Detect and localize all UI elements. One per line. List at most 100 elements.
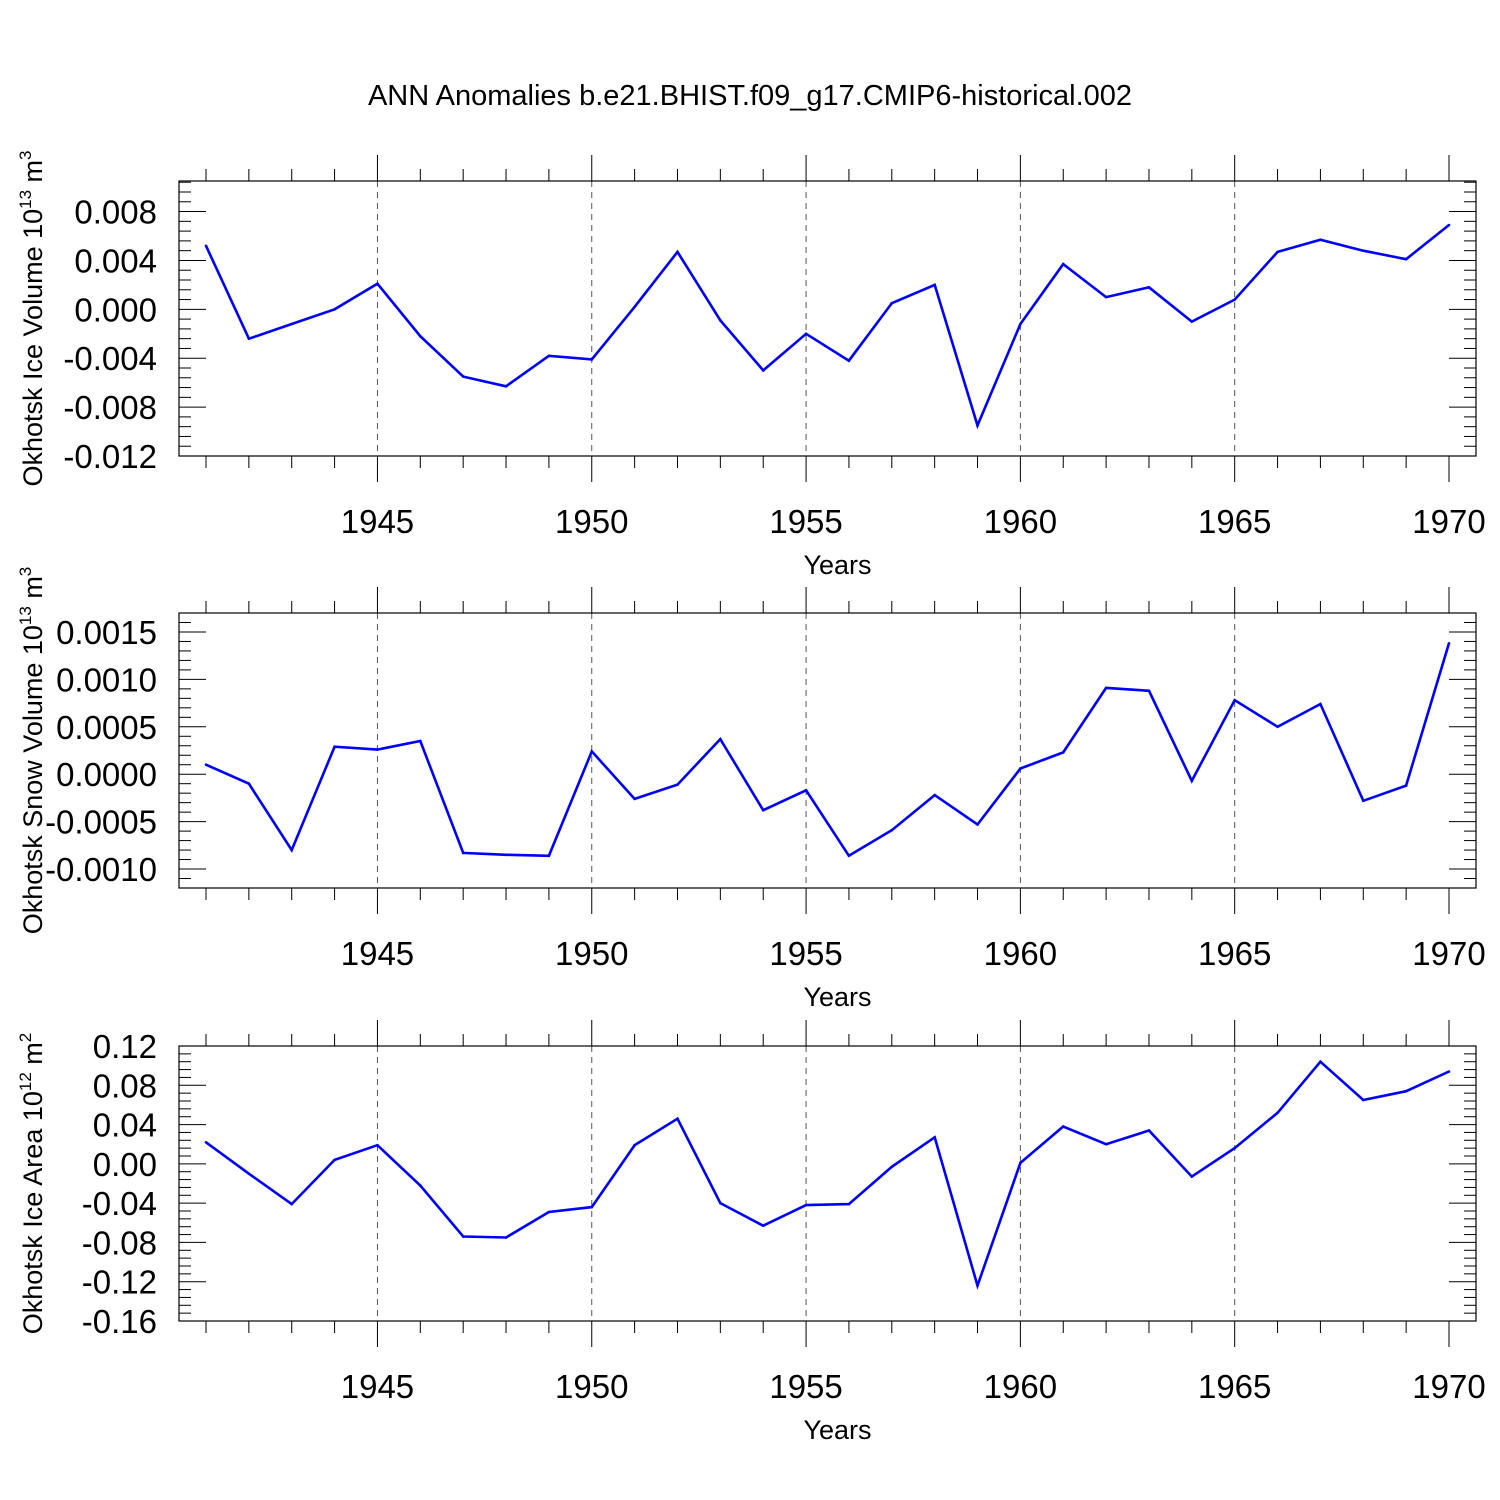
data-point: [1233, 698, 1236, 702]
data-point: [633, 305, 636, 309]
data-point: [1361, 249, 1365, 252]
data-point: [1061, 262, 1065, 266]
data-point: [890, 828, 894, 832]
data-point: [419, 1184, 422, 1187]
data-point: [247, 337, 251, 340]
data-point: [804, 789, 808, 792]
plot-frame: [178, 180, 1477, 457]
y-tick-label: -0.16: [82, 1303, 157, 1340]
y-tick-label: 0.0010: [56, 661, 157, 698]
data-point: [1276, 1111, 1279, 1115]
data-point: [419, 334, 422, 338]
x-tick-label: 1950: [555, 935, 628, 972]
x-tick-label: 1950: [555, 503, 628, 540]
x-tick-label: 1950: [555, 1368, 628, 1405]
data-point: [1447, 223, 1451, 227]
x-axis-label: Years: [803, 1415, 871, 1445]
series-line: [205, 642, 1451, 858]
data-point: [676, 1117, 679, 1120]
data-point: [1019, 322, 1022, 326]
x-tick-label: 1960: [984, 1368, 1057, 1405]
data-point: [461, 851, 465, 855]
data-point: [376, 282, 379, 285]
data-point: [504, 853, 508, 857]
data-point: [204, 1140, 208, 1144]
data-point: [890, 301, 894, 305]
data-point: [461, 1235, 465, 1238]
data-point: [676, 250, 679, 254]
data-point: [290, 1202, 294, 1206]
series-line: [205, 1059, 1450, 1290]
y-tick-label: -0.0010: [45, 851, 157, 888]
data-point: [1019, 1161, 1022, 1165]
data-point: [719, 319, 722, 322]
x-tick-label: 1955: [769, 503, 842, 540]
data-point: [1104, 686, 1108, 690]
y-tick-label: 0.000: [74, 291, 157, 328]
chart-panel-2: 1945 1950 1955 1960 1965 1970 -0.0010 -0.0005 0.…: [16, 567, 1486, 1012]
y-tick-label: 0.008: [74, 194, 157, 231]
data-point: [1233, 298, 1236, 301]
data-point: [1233, 1146, 1236, 1150]
data-point: [590, 750, 594, 753]
y-tick-label: -0.0005: [45, 804, 157, 841]
data-point: [1104, 295, 1108, 299]
y-tick-label: -0.12: [82, 1264, 157, 1301]
data-point: [933, 283, 936, 287]
x-tick-label: 1955: [769, 1368, 842, 1405]
x-tick-label: 1970: [1412, 935, 1485, 972]
data-point: [376, 748, 379, 751]
y-tick-label: -0.08: [82, 1224, 157, 1261]
data-point: [1404, 1089, 1408, 1093]
x-tick-label: 1955: [769, 935, 842, 972]
data-point: [676, 783, 679, 786]
data-point: [976, 823, 979, 826]
data-point: [1319, 702, 1322, 706]
data-point: [290, 322, 294, 326]
data-point: [247, 782, 251, 785]
data-point: [504, 385, 508, 388]
x-tick-label: 1970: [1412, 503, 1485, 540]
data-point: [247, 1172, 251, 1175]
y-axis-label: Okhotsk Ice Area 1012 m2: [16, 1033, 48, 1335]
y-tick-label: -0.04: [82, 1185, 157, 1222]
y-tick-label: -0.012: [63, 438, 157, 475]
data-point: [333, 308, 336, 311]
data-point: [504, 1236, 508, 1239]
data-point: [1319, 1060, 1322, 1064]
data-point: [1361, 799, 1365, 803]
data-point: [1404, 257, 1408, 261]
data-point: [419, 739, 422, 743]
data-point: [1147, 689, 1151, 693]
y-tick-label: 0.0005: [56, 709, 157, 746]
data-point: [1061, 751, 1065, 754]
data-point: [804, 332, 808, 336]
x-tick-label: 1970: [1412, 1368, 1485, 1405]
y-tick-label: 0.04: [93, 1107, 157, 1144]
data-point: [1147, 286, 1151, 289]
data-point: [461, 375, 465, 378]
x-axis-label: Years: [803, 550, 871, 580]
y-tick-label: 0.0000: [56, 756, 157, 793]
data-point: [1276, 250, 1279, 254]
data-point: [804, 1203, 808, 1207]
y-tick-label: 0.0015: [56, 614, 157, 651]
data-point: [761, 808, 765, 812]
y-tick-label: 0.004: [74, 242, 157, 279]
data-point: [847, 1202, 851, 1206]
x-tick-label: 1965: [1198, 935, 1271, 972]
data-point: [1447, 642, 1451, 645]
data-point: [633, 797, 636, 801]
data-point: [1319, 238, 1322, 241]
data-point: [290, 848, 294, 852]
plot-frame: [178, 612, 1477, 889]
y-tick-label: 0.12: [93, 1028, 157, 1065]
data-point: [847, 854, 851, 858]
data-point: [976, 1284, 979, 1287]
data-point: [1447, 1070, 1451, 1073]
data-point: [847, 359, 851, 362]
data-point: [204, 244, 208, 248]
data-point: [1061, 1125, 1065, 1128]
data-point: [890, 1165, 894, 1169]
